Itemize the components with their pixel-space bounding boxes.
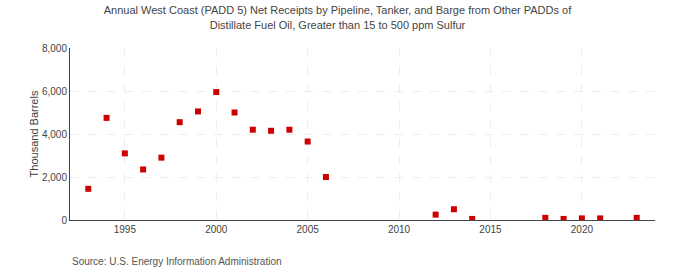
svg-text:0: 0 bbox=[61, 215, 67, 226]
svg-text:2000: 2000 bbox=[205, 224, 228, 235]
svg-text:8,000: 8,000 bbox=[42, 43, 67, 54]
svg-text:Source: U.S. Energy Informatio: Source: U.S. Energy Information Administ… bbox=[72, 256, 282, 267]
svg-text:2015: 2015 bbox=[479, 224, 502, 235]
svg-text:2,000: 2,000 bbox=[42, 172, 67, 183]
svg-text:4,000: 4,000 bbox=[42, 129, 67, 140]
svg-text:6,000: 6,000 bbox=[42, 86, 67, 97]
svg-text:1995: 1995 bbox=[114, 224, 137, 235]
svg-text:Annual West Coast (PADD 5) Net: Annual West Coast (PADD 5) Net Receipts … bbox=[104, 4, 572, 30]
svg-text:Thousand Barrels: Thousand Barrels bbox=[28, 90, 40, 177]
svg-text:2020: 2020 bbox=[571, 224, 594, 235]
svg-text:2010: 2010 bbox=[388, 224, 411, 235]
svg-text:2005: 2005 bbox=[297, 224, 320, 235]
